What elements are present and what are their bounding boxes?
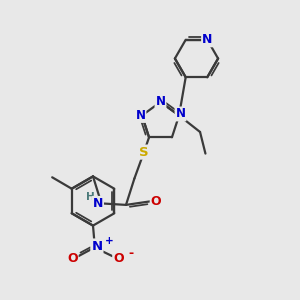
Text: N: N	[91, 239, 103, 253]
Text: N: N	[202, 33, 212, 46]
Text: -: -	[128, 247, 133, 260]
Text: O: O	[67, 252, 78, 265]
Text: H: H	[85, 192, 94, 202]
Text: S: S	[139, 146, 149, 159]
Text: +: +	[105, 236, 114, 246]
Text: N: N	[176, 107, 185, 121]
Text: N: N	[93, 197, 103, 210]
Text: N: N	[136, 109, 146, 122]
Text: O: O	[113, 252, 124, 265]
Text: N: N	[155, 95, 166, 109]
Text: O: O	[151, 195, 161, 208]
